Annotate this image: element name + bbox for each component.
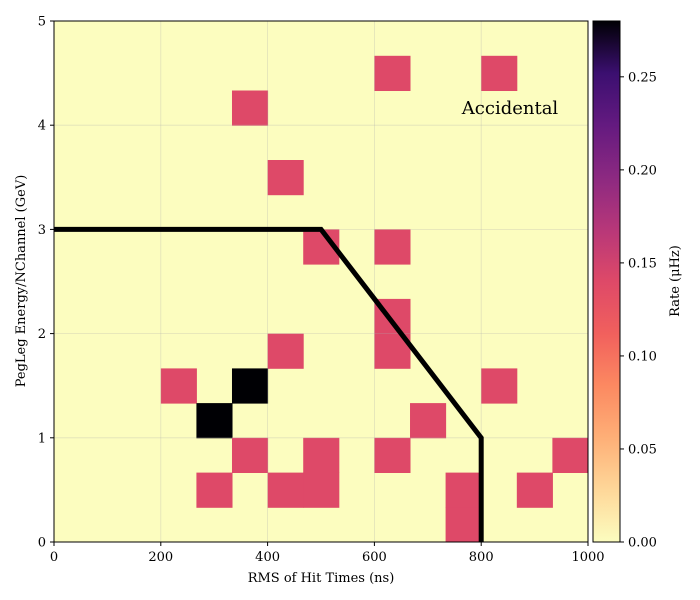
colorbar-tick-label: 0.25: [628, 70, 657, 85]
y-tick-label: 4: [38, 119, 46, 134]
heatmap-cell: [303, 437, 340, 473]
x-tick-label: 1000: [571, 550, 604, 565]
colorbar: [592, 20, 621, 543]
heatmap-cell: [231, 90, 269, 126]
heatmap-cell: [267, 333, 304, 369]
cut-line: [54, 226, 484, 542]
heatmap-cell: [374, 229, 411, 265]
x-tick-label: 200: [148, 550, 173, 565]
colorbar-tick-label: 0.05: [628, 442, 657, 457]
y-tick-label: 5: [38, 15, 46, 30]
x-tick-label: 600: [362, 550, 387, 565]
heatmap-cell: [481, 368, 518, 404]
heatmap-cell: [267, 160, 304, 196]
y-tick-label: 1: [38, 431, 46, 446]
y-axis-label: PegLeg Energy/NChannel (GeV): [14, 175, 29, 388]
heatmap-cell: [160, 368, 197, 404]
plot-frame: [53, 20, 589, 543]
heatmap-cell: [481, 55, 518, 92]
x-tick-label: 800: [469, 550, 494, 565]
x-tick-label: 400: [255, 550, 280, 565]
colorbar-tick-label: 0.00: [628, 536, 657, 551]
heatmap-cell: [445, 472, 482, 508]
heatmap-cell: [410, 403, 447, 439]
heatmap-cell: [196, 472, 233, 508]
heatmap-cell: [303, 472, 340, 508]
heatmap-cell: [552, 437, 589, 473]
y-tick-label: 3: [38, 223, 46, 238]
heatmap-cell: [267, 472, 304, 508]
heatmap-cell: [231, 437, 269, 473]
heatmap-cell: [445, 507, 482, 543]
x-axis-label: RMS of Hit Times (ns): [248, 571, 395, 586]
annotation-label: Accidental: [461, 98, 559, 119]
colorbar-tick-label: 0.20: [628, 163, 657, 178]
heatmap-cell: [516, 472, 553, 508]
heatmap-cell: [231, 368, 269, 404]
colorbar-label: Rate (μHz): [668, 245, 683, 317]
heatmap-cell: [374, 55, 411, 92]
colorbar-tick-label: 0.15: [628, 256, 657, 271]
x-tick-label: 0: [50, 550, 58, 565]
y-tick-label: 2: [38, 327, 46, 342]
colorbar-tick-label: 0.10: [628, 349, 657, 364]
heatmap-cell: [374, 437, 411, 473]
heatmap-cell: [196, 403, 233, 439]
y-tick-label: 0: [38, 536, 46, 551]
